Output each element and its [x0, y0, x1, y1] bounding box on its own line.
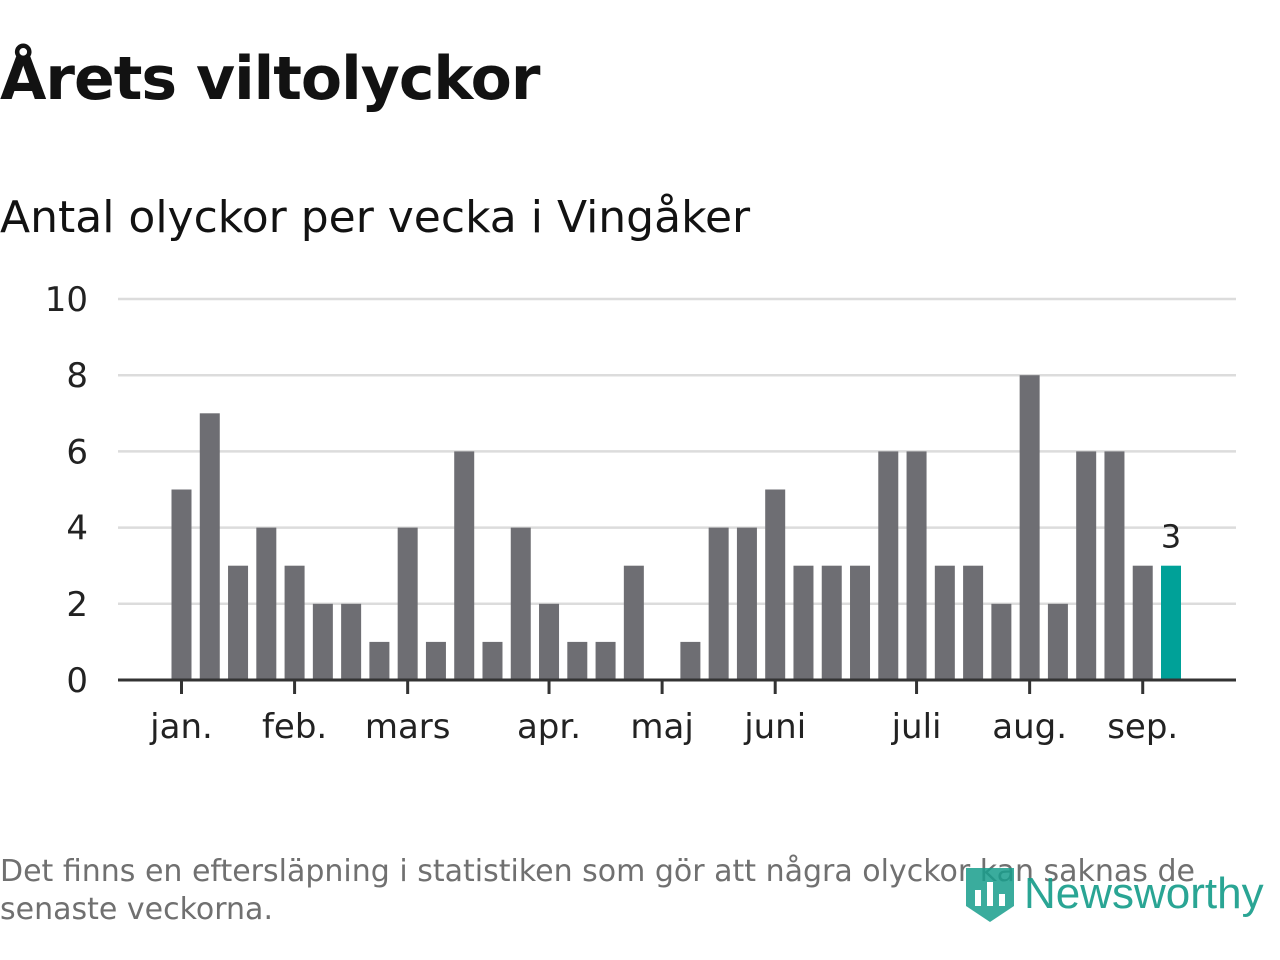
x-tick-label: maj	[630, 707, 693, 747]
bar	[199, 413, 220, 680]
x-tick-label: sep.	[1107, 707, 1178, 747]
bar	[425, 641, 446, 680]
bar	[1019, 375, 1040, 680]
footnote: Det finns en eftersläpning i statistiken…	[0, 854, 1195, 927]
bars	[171, 375, 1181, 680]
annotations: 3	[1161, 518, 1181, 556]
bar-chart: 0 2 4 6 8 10 jan. feb. mars apr. maj juni juli aug. s…	[45, 280, 1236, 747]
bar	[821, 565, 842, 680]
x-tick-label: jan.	[149, 707, 213, 747]
bar-highlight	[1161, 565, 1181, 680]
bar	[482, 641, 503, 680]
bar	[1076, 451, 1097, 680]
y-tick-label: 2	[66, 585, 88, 625]
bar	[539, 603, 560, 680]
bar	[623, 565, 644, 680]
y-axis-labels: 0 2 4 6 8 10	[45, 280, 88, 701]
x-tick-label: juni	[743, 707, 806, 747]
bar	[878, 451, 899, 680]
bar	[906, 451, 927, 680]
y-tick-label: 0	[66, 661, 88, 701]
bar	[850, 565, 871, 680]
bar	[567, 641, 588, 680]
x-axis: jan. feb. mars apr. maj juni juli aug. sep.	[118, 678, 1236, 747]
bar	[454, 451, 475, 680]
highlight-value-label: 3	[1161, 518, 1181, 556]
bar	[765, 489, 786, 680]
chart-subtitle: Antal olyckor per vecka i Vingåker	[0, 192, 751, 243]
y-tick-label: 8	[66, 356, 88, 396]
bar	[228, 565, 249, 680]
bar	[793, 565, 814, 680]
bar	[369, 641, 390, 680]
y-tick-label: 10	[45, 280, 88, 320]
x-tick-label: juli	[891, 707, 942, 747]
x-tick-label: mars	[365, 707, 451, 747]
bar	[1047, 603, 1068, 680]
x-tick-label: apr.	[517, 707, 581, 747]
bar	[1132, 565, 1153, 680]
brand-name: Newsworthy	[1024, 869, 1264, 918]
bar	[708, 527, 729, 680]
chart-title: Årets viltolyckor	[0, 44, 540, 114]
x-tick-label: feb.	[262, 707, 327, 747]
x-tick-label: aug.	[992, 707, 1067, 747]
bar-chart-shield-icon	[966, 868, 1014, 922]
bar	[934, 565, 955, 680]
bar	[256, 527, 277, 680]
bar	[510, 527, 531, 680]
bar	[963, 565, 984, 680]
y-tick-label: 4	[66, 509, 88, 549]
bar	[341, 603, 362, 680]
bar	[991, 603, 1012, 680]
bar	[284, 565, 305, 680]
bar	[736, 527, 757, 680]
bar	[312, 603, 333, 680]
bar	[1104, 451, 1125, 680]
bar	[680, 641, 701, 680]
y-tick-label: 6	[66, 432, 88, 472]
bar	[397, 527, 418, 680]
brand-logo[interactable]: Newsworthy	[962, 862, 1264, 926]
bar	[171, 489, 192, 680]
grid-lines	[118, 297, 1236, 606]
bar	[595, 641, 616, 680]
